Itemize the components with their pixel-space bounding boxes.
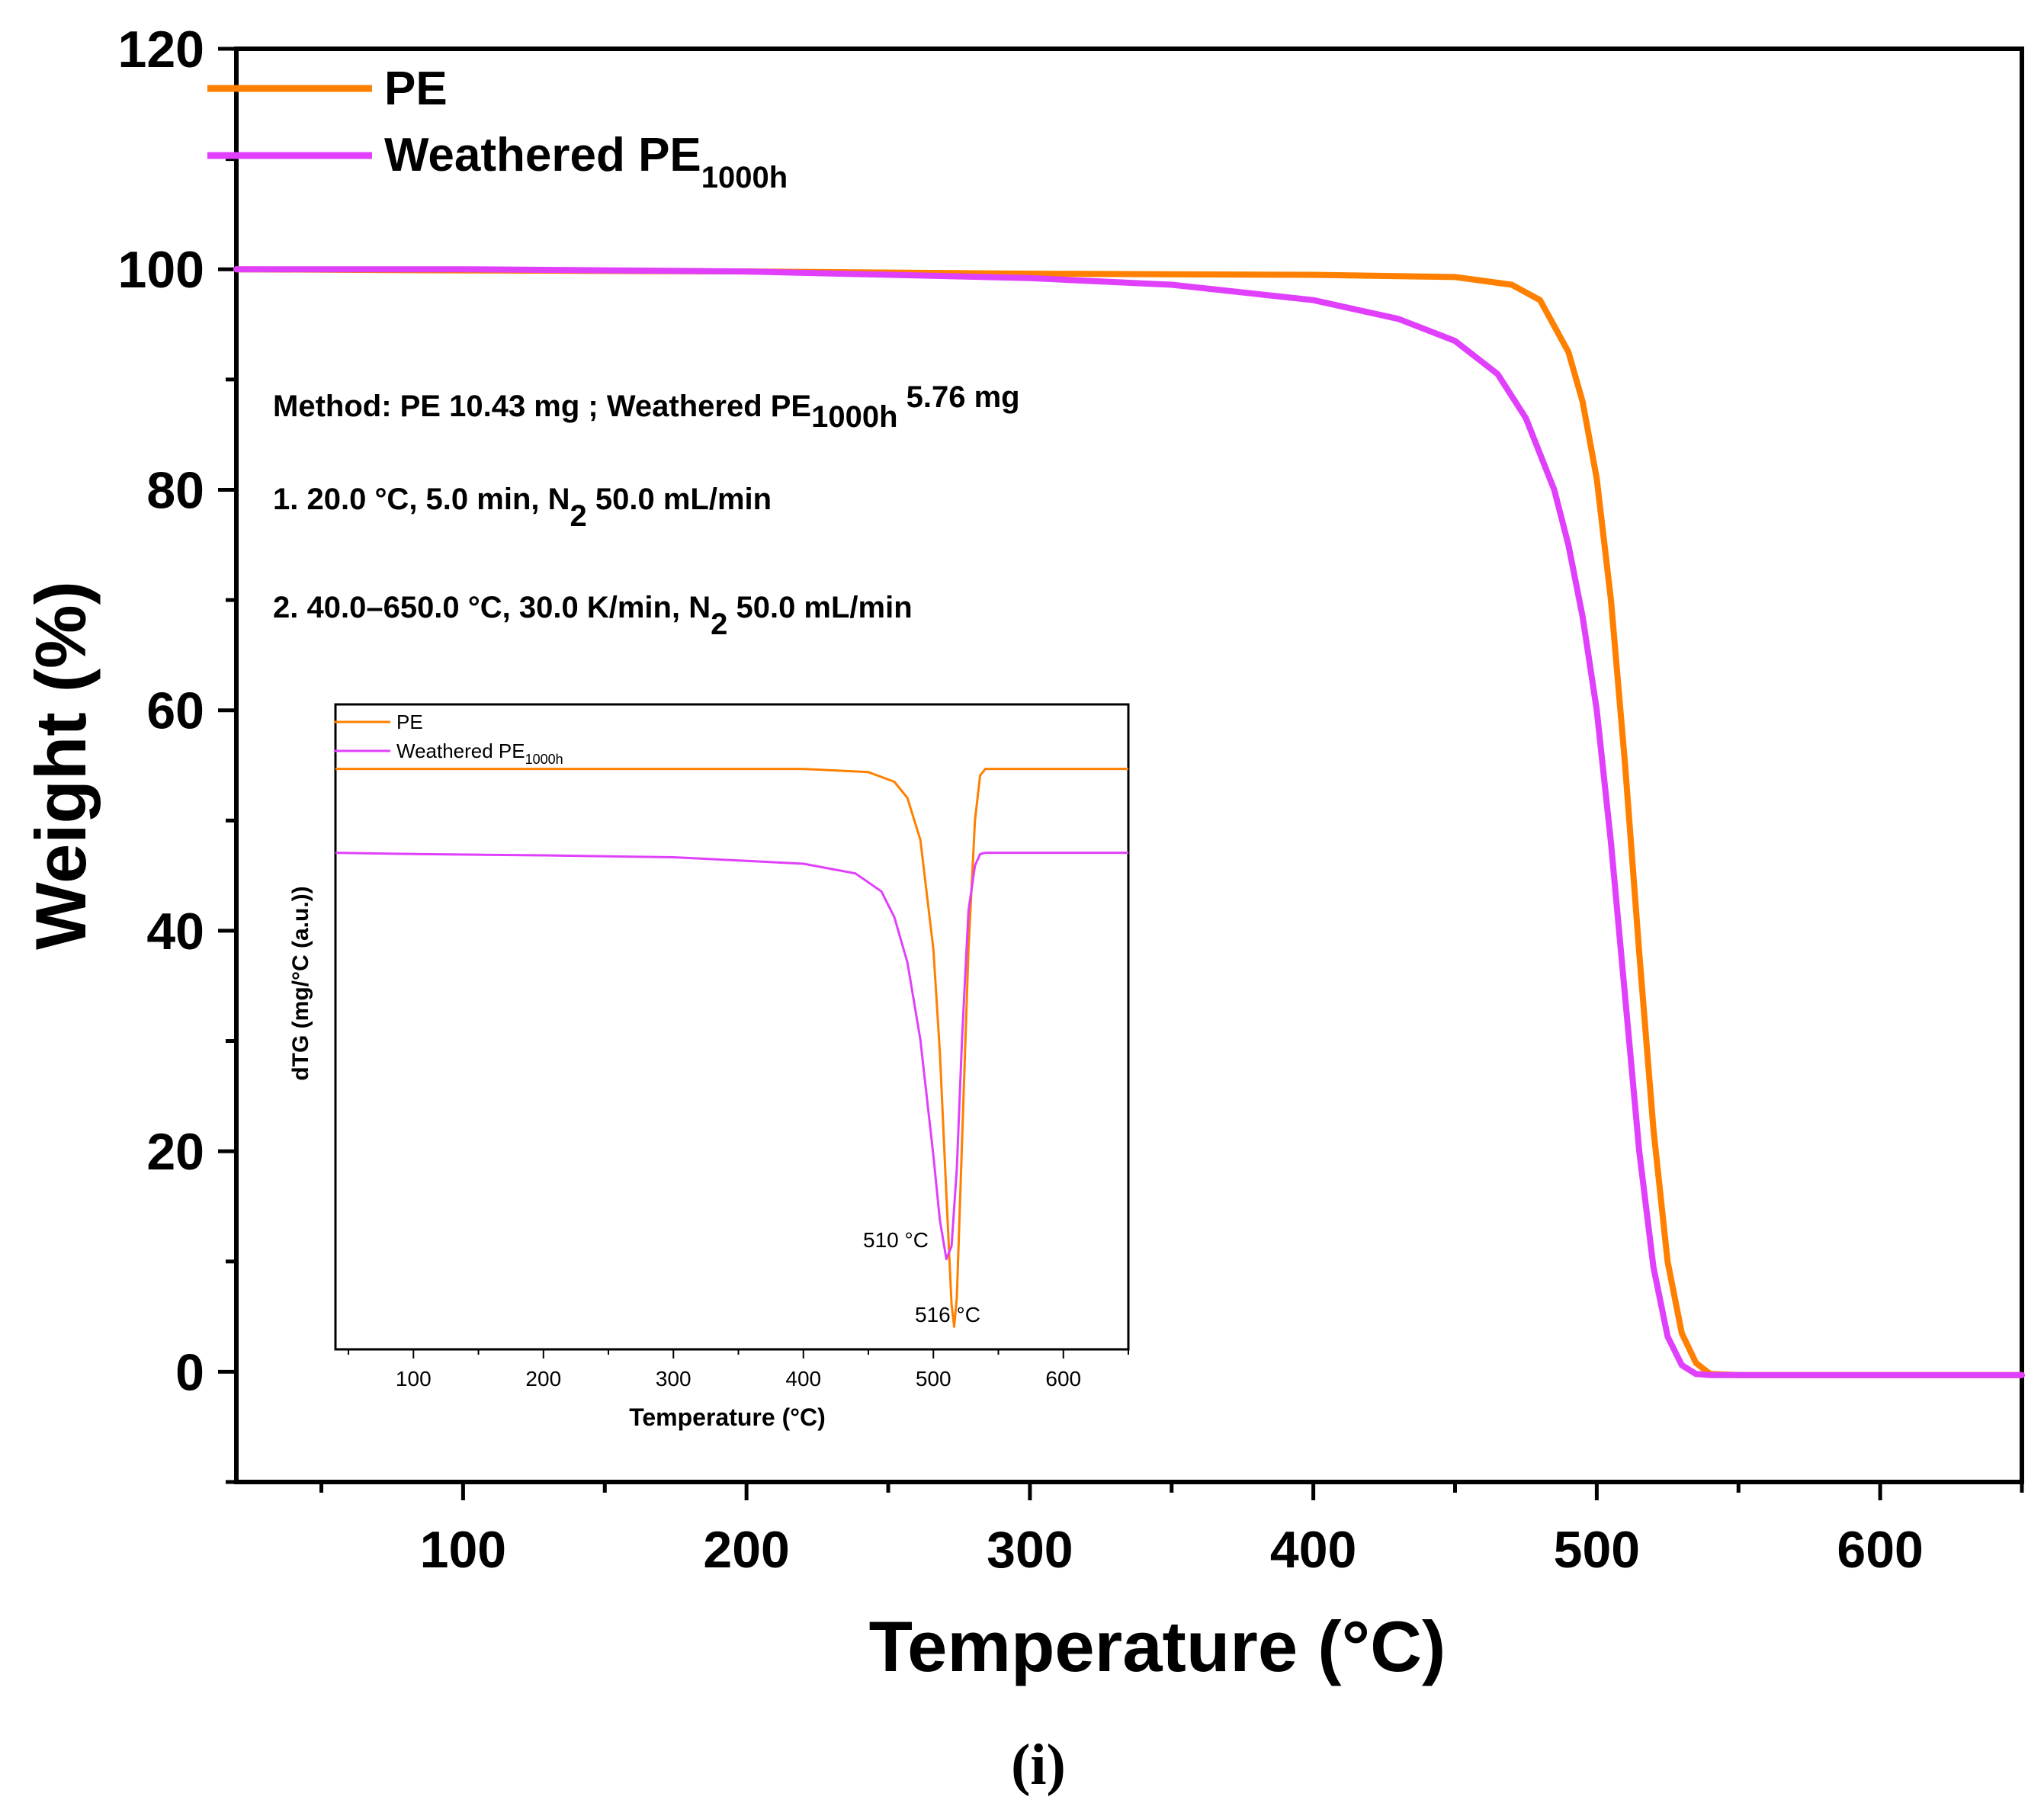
panel-label: (i) [1011, 1733, 1066, 1797]
x-tick-label: 500 [1554, 1521, 1640, 1579]
main-series [233, 266, 2025, 1378]
inset-plot-frame [334, 703, 1130, 1351]
y-tick-label: 120 [118, 21, 204, 79]
inset-peak-label-516: 516 °C [915, 1303, 980, 1326]
inset-x-tick-label: 300 [656, 1367, 691, 1391]
main-y-axis-title: Weight (%) [21, 581, 101, 950]
x-tick-label: 400 [1270, 1521, 1356, 1579]
x-tick-label: 200 [703, 1521, 789, 1579]
series-line-weathered-pe [233, 266, 2025, 1378]
inset-x-tick-label: 400 [785, 1367, 821, 1391]
inset-legend-label-pe: PE [396, 711, 423, 733]
y-tick-label: 100 [118, 241, 204, 299]
inset-x-axis: 100 200 300 400 500 600 [348, 1349, 1129, 1391]
y-tick-label: 20 [146, 1123, 204, 1181]
method-line: Method: PE 10.43 mg ; Weathered PE1000h … [273, 380, 1020, 434]
legend-label-weathered-pe: Weathered PE1000h [384, 129, 788, 194]
inset-x-axis-title: Temperature (°C) [629, 1403, 826, 1431]
inset-chart: 100 200 300 400 500 600 PE Weathered PE1000h … [288, 703, 1130, 1431]
inset-legend: PE Weathered PE1000h [334, 711, 563, 767]
x-tick-label: 100 [420, 1521, 506, 1579]
y-tick-label: 40 [146, 903, 204, 961]
y-tick-label: 60 [146, 682, 204, 740]
x-tick-label: 300 [987, 1521, 1073, 1579]
y-tick-label: 0 [175, 1343, 204, 1401]
method-annotation: Method: PE 10.43 mg ; Weathered PE1000h … [273, 380, 1020, 641]
main-plot-frame [234, 47, 2024, 1484]
main-x-axis: 100 200 300 400 500 600 [319, 1482, 2024, 1579]
method-step-1: 1. 20.0 °C, 5.0 min, N2 50.0 mL/min [273, 483, 772, 533]
main-x-axis-title: Temperature (°C) [869, 1606, 1446, 1686]
inset-background [335, 704, 1128, 1349]
method-step-2: 2. 40.0–650.0 °C, 30.0 K/min, N2 50.0 mL… [273, 591, 913, 641]
inset-legend-label-weathered-pe: Weathered PE1000h [396, 739, 563, 767]
x-tick-label: 600 [1837, 1521, 1923, 1579]
inset-x-tick-label: 600 [1045, 1367, 1081, 1391]
inset-series-line-weathered-pe [335, 852, 1128, 1261]
y-tick-label: 80 [146, 461, 204, 519]
legend-label-pe: PE [384, 63, 448, 115]
main-y-axis: 0 20 40 60 80 100 120 [118, 21, 236, 1484]
inset-x-tick-label: 500 [916, 1367, 951, 1391]
main-legend: PE Weathered PE1000h [207, 63, 788, 194]
inset-x-tick-label: 200 [525, 1367, 561, 1391]
inset-peak-label-510: 510 °C [863, 1228, 929, 1252]
series-line-pe [233, 266, 2025, 1378]
inset-x-tick-label: 100 [396, 1367, 432, 1391]
inset-series [335, 768, 1128, 1328]
inset-series-line-pe [335, 768, 1128, 1328]
inset-y-axis-title: dTG (mg/°C (a.u.)) [288, 886, 313, 1080]
